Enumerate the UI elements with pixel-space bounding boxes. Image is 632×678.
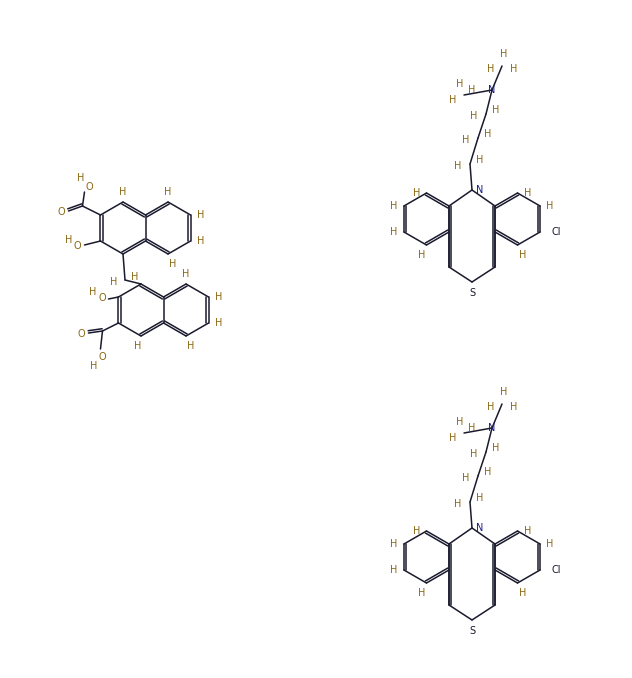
Text: O: O — [99, 352, 106, 362]
Text: H: H — [183, 269, 190, 279]
Text: H: H — [524, 188, 532, 198]
Text: H: H — [391, 227, 398, 237]
Text: H: H — [131, 272, 138, 282]
Text: O: O — [86, 182, 94, 192]
Text: H: H — [492, 443, 500, 453]
Text: H: H — [546, 539, 554, 549]
Text: N: N — [477, 523, 483, 533]
Text: S: S — [469, 288, 475, 298]
Text: H: H — [519, 588, 526, 598]
Text: H: H — [484, 467, 492, 477]
Text: H: H — [484, 129, 492, 139]
Text: H: H — [391, 565, 398, 575]
Text: N: N — [489, 423, 495, 433]
Text: H: H — [456, 417, 464, 427]
Text: Cl: Cl — [551, 565, 561, 575]
Text: Cl: Cl — [551, 227, 561, 237]
Text: H: H — [65, 235, 72, 245]
Text: H: H — [468, 85, 476, 95]
Text: O: O — [78, 329, 85, 339]
Text: O: O — [99, 293, 106, 303]
Text: H: H — [470, 449, 478, 459]
Text: H: H — [449, 433, 457, 443]
Text: H: H — [169, 259, 177, 269]
Text: N: N — [489, 85, 495, 95]
Text: H: H — [454, 499, 462, 509]
Text: H: H — [510, 402, 518, 412]
Text: H: H — [501, 49, 507, 59]
Text: H: H — [501, 387, 507, 397]
Text: H: H — [77, 173, 84, 183]
Text: H: H — [449, 95, 457, 105]
Text: H: H — [454, 161, 462, 171]
Text: H: H — [111, 277, 118, 287]
Text: H: H — [413, 188, 420, 198]
Text: H: H — [215, 292, 222, 302]
Text: S: S — [469, 626, 475, 636]
Text: H: H — [468, 423, 476, 433]
Text: H: H — [418, 588, 425, 598]
Text: N: N — [477, 185, 483, 195]
Text: H: H — [391, 201, 398, 211]
Text: H: H — [187, 341, 195, 351]
Text: H: H — [135, 341, 142, 351]
Text: H: H — [470, 111, 478, 121]
Text: H: H — [119, 187, 126, 197]
Text: H: H — [456, 79, 464, 89]
Text: H: H — [418, 250, 425, 260]
Text: H: H — [487, 402, 495, 412]
Text: H: H — [487, 64, 495, 74]
Text: H: H — [88, 287, 96, 297]
Text: H: H — [546, 201, 554, 211]
Text: H: H — [90, 361, 97, 371]
Text: H: H — [463, 473, 470, 483]
Text: H: H — [519, 250, 526, 260]
Text: H: H — [477, 155, 483, 165]
Text: H: H — [413, 526, 420, 536]
Text: H: H — [492, 105, 500, 115]
Text: H: H — [197, 236, 204, 246]
Text: H: H — [510, 64, 518, 74]
Text: O: O — [74, 241, 82, 251]
Text: H: H — [197, 210, 204, 220]
Text: O: O — [58, 207, 65, 217]
Text: H: H — [524, 526, 532, 536]
Text: H: H — [164, 187, 172, 197]
Text: H: H — [463, 135, 470, 145]
Text: H: H — [477, 493, 483, 503]
Text: H: H — [391, 539, 398, 549]
Text: H: H — [215, 318, 222, 328]
